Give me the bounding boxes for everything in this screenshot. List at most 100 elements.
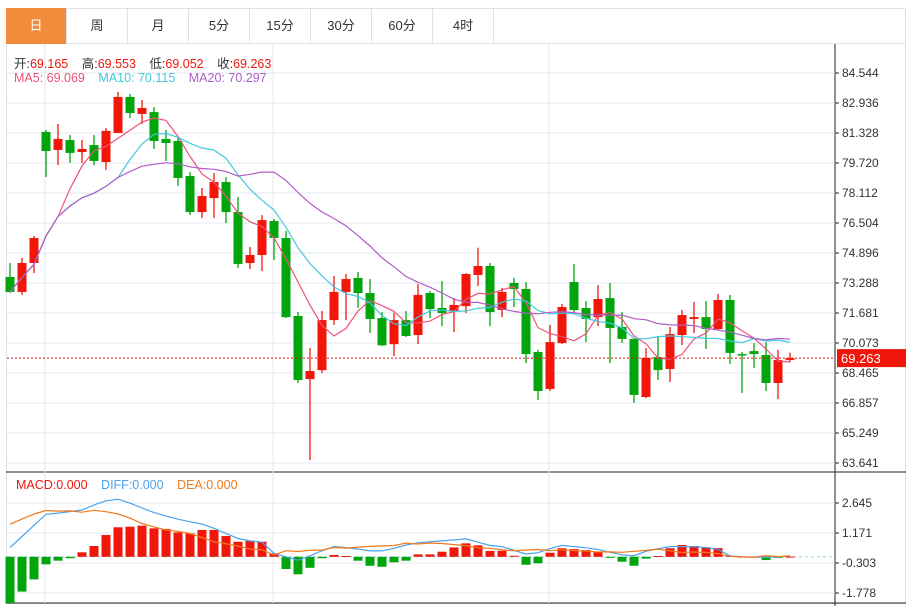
candle xyxy=(293,312,303,383)
candle xyxy=(509,277,519,308)
macd-bar xyxy=(377,556,387,567)
candle-body xyxy=(245,254,255,264)
macd-bar xyxy=(197,529,207,557)
macd-bar xyxy=(473,545,483,557)
candle-body xyxy=(497,291,507,311)
macd-tick-label: 1.171 xyxy=(842,526,872,540)
macd-bar xyxy=(17,556,27,592)
high-label: 高: xyxy=(81,57,98,71)
ma10-line xyxy=(9,132,791,344)
candle xyxy=(521,282,531,364)
macd-bar xyxy=(233,541,243,557)
macd-bar xyxy=(593,551,603,557)
candle xyxy=(461,273,471,314)
macd-bar xyxy=(569,549,579,557)
dea-value: DEA:0.000 xyxy=(177,478,238,492)
macd-bar xyxy=(161,528,171,557)
candle xyxy=(125,93,135,119)
high-value: 69.553 xyxy=(97,57,136,71)
candle-body xyxy=(317,320,327,371)
macd-bar xyxy=(425,554,435,557)
macd-bar xyxy=(305,556,315,568)
candle-body xyxy=(617,327,627,339)
tab-day[interactable]: 日 xyxy=(6,8,67,44)
ohlc-legend: 开:69.165 高:69.553 低:69.052 收:69.263 xyxy=(14,53,281,72)
candle-body xyxy=(473,265,483,275)
macd-value: MACD:0.000 xyxy=(16,478,88,492)
candle xyxy=(257,215,267,272)
tab-5min[interactable]: 5分 xyxy=(189,8,250,44)
candle xyxy=(593,285,603,327)
candle xyxy=(629,338,639,403)
dea-line xyxy=(9,509,791,558)
macd-bar xyxy=(605,556,615,558)
candle xyxy=(725,294,735,364)
macd-bar xyxy=(677,544,687,557)
candle-body xyxy=(5,277,15,292)
macd-bar xyxy=(497,550,507,557)
candle-body xyxy=(389,320,399,345)
macd-bar xyxy=(113,527,123,557)
candle xyxy=(785,352,795,363)
candle-body xyxy=(737,354,747,356)
candle xyxy=(713,293,723,330)
tab-month[interactable]: 月 xyxy=(128,8,189,44)
macd-legend: MACD:0.000 DIFF:0.000 DEA:0.000 xyxy=(16,478,248,492)
period-tabs: 日 周 月 5分 15分 30分 60分 4时 xyxy=(6,8,906,44)
candle xyxy=(413,284,423,345)
low-value: 69.052 xyxy=(165,57,204,71)
ma20-line xyxy=(9,162,791,341)
tab-week[interactable]: 周 xyxy=(67,8,128,44)
macd-bar xyxy=(329,554,339,557)
y-tick-label: 81.328 xyxy=(842,126,879,140)
candle xyxy=(341,274,351,321)
macd-bar xyxy=(437,551,447,557)
macd-bar xyxy=(617,556,627,562)
macd-bar xyxy=(509,555,519,557)
tab-15min[interactable]: 15分 xyxy=(250,8,311,44)
candle-body xyxy=(485,265,495,313)
candle-body xyxy=(773,360,783,383)
macd-bar xyxy=(317,556,327,559)
macd-tick-label: 2.645 xyxy=(842,496,872,510)
candle xyxy=(101,127,111,170)
candle-body xyxy=(401,320,411,336)
candle xyxy=(185,171,195,216)
candle-body xyxy=(305,371,315,380)
candle xyxy=(353,271,363,308)
candle xyxy=(581,301,591,343)
candle xyxy=(701,301,711,350)
tab-60min[interactable]: 60分 xyxy=(372,8,433,44)
candle xyxy=(161,129,171,161)
candle xyxy=(281,230,291,319)
y-tick-label: 65.249 xyxy=(842,426,879,440)
candle xyxy=(221,176,231,224)
candle xyxy=(437,281,447,327)
candle-body xyxy=(113,96,123,133)
candle xyxy=(305,348,315,461)
candle xyxy=(533,349,543,400)
candle xyxy=(317,310,327,374)
candle xyxy=(677,310,687,346)
candle xyxy=(29,235,39,274)
ma20-legend: MA20: 70.297 xyxy=(188,71,267,85)
tab-4hour[interactable]: 4时 xyxy=(433,8,494,44)
candle-body xyxy=(629,338,639,395)
macd-bar xyxy=(125,526,135,557)
current-price-badge xyxy=(837,349,906,368)
candle-body xyxy=(569,282,579,311)
macd-bar xyxy=(557,548,567,557)
open-label: 开: xyxy=(14,57,30,71)
y-tick-label: 74.896 xyxy=(842,246,879,260)
candle xyxy=(65,135,75,164)
macd-bar xyxy=(485,550,495,557)
candle xyxy=(641,348,651,399)
candle-body xyxy=(185,176,195,213)
candle-body xyxy=(641,357,651,397)
macd-bar xyxy=(785,556,795,558)
candle-body xyxy=(761,354,771,383)
tab-30min[interactable]: 30分 xyxy=(311,8,372,44)
ma10-legend: MA10: 70.115 xyxy=(98,71,176,85)
candle xyxy=(41,129,51,177)
